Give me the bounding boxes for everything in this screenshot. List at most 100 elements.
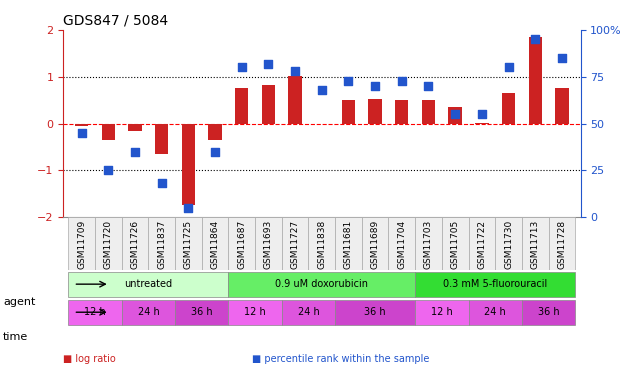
- Text: GSM11713: GSM11713: [531, 220, 540, 269]
- Point: [397, 78, 407, 84]
- Bar: [502, 93, 515, 123]
- Text: GSM11687: GSM11687: [237, 220, 246, 269]
- Text: 36 h: 36 h: [538, 307, 559, 317]
- FancyBboxPatch shape: [228, 300, 282, 325]
- Text: GSM11727: GSM11727: [291, 220, 300, 269]
- Point: [450, 111, 460, 117]
- Point: [423, 83, 433, 89]
- FancyBboxPatch shape: [228, 272, 415, 297]
- Point: [530, 36, 540, 42]
- Point: [103, 167, 114, 173]
- Text: ■ log ratio: ■ log ratio: [63, 354, 116, 364]
- FancyBboxPatch shape: [122, 217, 148, 270]
- FancyBboxPatch shape: [68, 272, 228, 297]
- Bar: [529, 37, 542, 123]
- Text: GSM11728: GSM11728: [557, 220, 567, 269]
- Point: [290, 68, 300, 74]
- Text: GSM11689: GSM11689: [370, 220, 380, 269]
- Text: GSM11704: GSM11704: [398, 220, 406, 269]
- Text: agent: agent: [3, 297, 35, 307]
- FancyBboxPatch shape: [202, 217, 228, 270]
- Bar: [422, 100, 435, 123]
- Text: GSM11720: GSM11720: [104, 220, 113, 269]
- Bar: [155, 123, 168, 154]
- Text: GSM11730: GSM11730: [504, 220, 513, 269]
- FancyBboxPatch shape: [309, 217, 335, 270]
- Bar: [369, 99, 382, 123]
- Text: 24 h: 24 h: [485, 307, 506, 317]
- Bar: [262, 85, 275, 123]
- Text: GSM11709: GSM11709: [77, 220, 86, 269]
- Text: GSM11725: GSM11725: [184, 220, 193, 269]
- Text: 12 h: 12 h: [84, 307, 106, 317]
- Text: GSM11703: GSM11703: [424, 220, 433, 269]
- FancyBboxPatch shape: [468, 217, 495, 270]
- FancyBboxPatch shape: [415, 272, 575, 297]
- Point: [130, 148, 140, 154]
- FancyBboxPatch shape: [362, 217, 389, 270]
- Bar: [555, 88, 569, 123]
- Text: GSM11864: GSM11864: [211, 220, 220, 269]
- FancyBboxPatch shape: [282, 300, 335, 325]
- FancyBboxPatch shape: [68, 217, 95, 270]
- Text: GSM11837: GSM11837: [157, 220, 167, 269]
- FancyBboxPatch shape: [522, 300, 575, 325]
- Point: [317, 87, 327, 93]
- FancyBboxPatch shape: [175, 300, 228, 325]
- Bar: [288, 76, 302, 123]
- FancyBboxPatch shape: [335, 217, 362, 270]
- Point: [156, 180, 167, 186]
- Text: untreated: untreated: [124, 279, 172, 289]
- FancyBboxPatch shape: [335, 300, 415, 325]
- FancyBboxPatch shape: [495, 217, 522, 270]
- Text: 0.3 mM 5-fluorouracil: 0.3 mM 5-fluorouracil: [443, 279, 547, 289]
- Text: GSM11838: GSM11838: [317, 220, 326, 269]
- FancyBboxPatch shape: [522, 217, 548, 270]
- Text: 36 h: 36 h: [191, 307, 213, 317]
- Bar: [208, 123, 221, 140]
- Text: GDS847 / 5084: GDS847 / 5084: [63, 13, 168, 27]
- Bar: [102, 123, 115, 140]
- Point: [504, 64, 514, 70]
- Bar: [342, 100, 355, 123]
- FancyBboxPatch shape: [122, 300, 175, 325]
- FancyBboxPatch shape: [228, 217, 255, 270]
- Text: ■ percentile rank within the sample: ■ percentile rank within the sample: [252, 354, 430, 364]
- Text: GSM11722: GSM11722: [477, 220, 487, 269]
- Point: [343, 78, 353, 84]
- Bar: [235, 88, 249, 123]
- Text: 12 h: 12 h: [244, 307, 266, 317]
- FancyBboxPatch shape: [468, 300, 522, 325]
- Bar: [75, 123, 88, 126]
- Point: [77, 130, 87, 136]
- FancyBboxPatch shape: [282, 217, 309, 270]
- Text: time: time: [3, 333, 28, 342]
- Point: [263, 61, 273, 67]
- Bar: [395, 100, 408, 123]
- Point: [477, 111, 487, 117]
- FancyBboxPatch shape: [148, 217, 175, 270]
- FancyBboxPatch shape: [389, 217, 415, 270]
- Point: [210, 148, 220, 154]
- FancyBboxPatch shape: [415, 300, 468, 325]
- Point: [370, 83, 380, 89]
- Text: GSM11693: GSM11693: [264, 220, 273, 269]
- FancyBboxPatch shape: [548, 217, 575, 270]
- Point: [557, 55, 567, 61]
- Text: GSM11705: GSM11705: [451, 220, 459, 269]
- Text: 36 h: 36 h: [364, 307, 386, 317]
- FancyBboxPatch shape: [95, 217, 122, 270]
- Text: 24 h: 24 h: [298, 307, 319, 317]
- FancyBboxPatch shape: [255, 217, 282, 270]
- Bar: [129, 123, 142, 130]
- FancyBboxPatch shape: [175, 217, 202, 270]
- Point: [237, 64, 247, 70]
- FancyBboxPatch shape: [68, 300, 122, 325]
- Bar: [449, 107, 462, 123]
- Text: GSM11681: GSM11681: [344, 220, 353, 269]
- FancyBboxPatch shape: [442, 217, 468, 270]
- Text: 12 h: 12 h: [431, 307, 452, 317]
- Text: 24 h: 24 h: [138, 307, 159, 317]
- FancyBboxPatch shape: [415, 217, 442, 270]
- Bar: [182, 123, 195, 206]
